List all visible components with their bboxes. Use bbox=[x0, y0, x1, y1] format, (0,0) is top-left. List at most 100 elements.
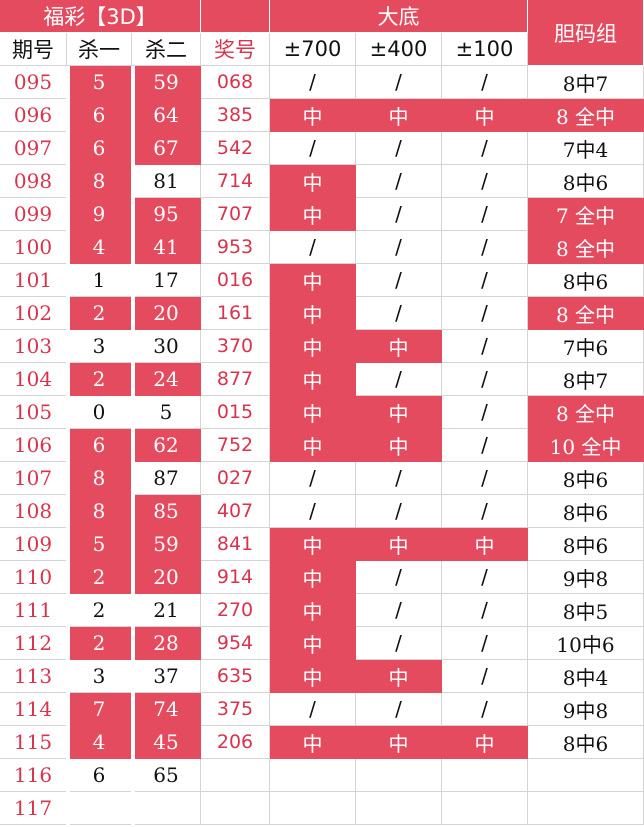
dadi-100-cell: / bbox=[442, 132, 528, 165]
dadi-100-cell: / bbox=[442, 264, 528, 297]
danma-cell: 8中6 bbox=[528, 165, 644, 198]
kill-one-cell: 1 bbox=[67, 264, 132, 297]
kill-two-cell: 65 bbox=[132, 759, 201, 792]
danma-cell: 8中6 bbox=[528, 528, 644, 561]
draw-number-cell: 914 bbox=[201, 561, 270, 594]
kill-two-cell bbox=[132, 792, 201, 825]
kill-one-cell: 8 bbox=[67, 165, 132, 198]
column-header: 奖号 bbox=[201, 33, 270, 66]
draw-number-cell: 206 bbox=[201, 726, 270, 759]
kill-one-cell: 2 bbox=[67, 561, 132, 594]
danma-cell: 7中6 bbox=[528, 330, 644, 363]
draw-number-cell bbox=[201, 792, 270, 825]
dadi-100-cell: / bbox=[442, 594, 528, 627]
draw-number-cell: 752 bbox=[201, 429, 270, 462]
period-cell: 098 bbox=[0, 165, 67, 198]
dadi-100-cell bbox=[442, 759, 528, 792]
period-cell: 107 bbox=[0, 462, 67, 495]
period-cell: 112 bbox=[0, 627, 67, 660]
kill-two-cell: 20 bbox=[132, 561, 201, 594]
column-header: 杀一 bbox=[67, 33, 132, 66]
danma-cell bbox=[528, 759, 644, 792]
dadi-400-cell: 中 bbox=[356, 660, 442, 693]
dadi-700-cell: / bbox=[270, 495, 356, 528]
draw-number-cell: 370 bbox=[201, 330, 270, 363]
danma-cell: 8 全中 bbox=[528, 99, 644, 132]
draw-number-cell bbox=[201, 759, 270, 792]
dadi-700-cell: 中 bbox=[270, 726, 356, 759]
danma-cell: 8中5 bbox=[528, 594, 644, 627]
danma-cell: 8中6 bbox=[528, 264, 644, 297]
dadi-100-cell bbox=[442, 792, 528, 825]
danma-cell: 8 全中 bbox=[528, 396, 644, 429]
dadi-400-cell: / bbox=[356, 627, 442, 660]
period-cell: 108 bbox=[0, 495, 67, 528]
period-cell: 103 bbox=[0, 330, 67, 363]
period-cell: 113 bbox=[0, 660, 67, 693]
kill-two-cell: 5 bbox=[132, 396, 201, 429]
kill-two-cell: 28 bbox=[132, 627, 201, 660]
column-header: ±700 bbox=[270, 33, 356, 66]
dadi-700-cell: 中 bbox=[270, 594, 356, 627]
kill-one-cell: 3 bbox=[67, 660, 132, 693]
draw-number-cell: 270 bbox=[201, 594, 270, 627]
dadi-400-cell: / bbox=[356, 495, 442, 528]
dadi-100-cell: / bbox=[442, 561, 528, 594]
dadi-100-cell: 中 bbox=[442, 528, 528, 561]
draw-number-cell: 953 bbox=[201, 231, 270, 264]
dadi-400-cell: / bbox=[356, 231, 442, 264]
kill-two-cell: 95 bbox=[132, 198, 201, 231]
header-blank bbox=[201, 0, 270, 33]
kill-two-cell: 45 bbox=[132, 726, 201, 759]
dadi-100-cell: / bbox=[442, 198, 528, 231]
dadi-100-cell: / bbox=[442, 297, 528, 330]
dadi-100-cell: / bbox=[442, 660, 528, 693]
dadi-400-cell: / bbox=[356, 693, 442, 726]
dadi-400-cell: 中 bbox=[356, 429, 442, 462]
kill-two-cell: 62 bbox=[132, 429, 201, 462]
dadi-100-cell: / bbox=[442, 396, 528, 429]
dadi-700-cell: / bbox=[270, 462, 356, 495]
danma-cell: 8中7 bbox=[528, 66, 644, 99]
danma-cell: 8 全中 bbox=[528, 297, 644, 330]
dadi-700-cell: 中 bbox=[270, 528, 356, 561]
draw-number-cell: 015 bbox=[201, 396, 270, 429]
kill-one-cell: 6 bbox=[67, 759, 132, 792]
dadi-100-cell: / bbox=[442, 693, 528, 726]
danma-cell: 9中8 bbox=[528, 693, 644, 726]
period-cell: 109 bbox=[0, 528, 67, 561]
dadi-400-cell: / bbox=[356, 264, 442, 297]
dadi-400-cell: 中 bbox=[356, 528, 442, 561]
kill-one-cell: 2 bbox=[67, 627, 132, 660]
kill-one-cell: 6 bbox=[67, 132, 132, 165]
dadi-400-cell bbox=[356, 792, 442, 825]
dadi-400-cell: / bbox=[356, 363, 442, 396]
period-cell: 114 bbox=[0, 693, 67, 726]
kill-one-cell: 8 bbox=[67, 462, 132, 495]
kill-one-cell: 2 bbox=[67, 363, 132, 396]
draw-number-cell: 385 bbox=[201, 99, 270, 132]
kill-two-cell: 85 bbox=[132, 495, 201, 528]
dadi-400-cell: 中 bbox=[356, 726, 442, 759]
kill-one-cell: 5 bbox=[67, 528, 132, 561]
dadi-700-cell: / bbox=[270, 231, 356, 264]
dadi-100-cell: / bbox=[442, 231, 528, 264]
period-cell: 096 bbox=[0, 99, 67, 132]
dadi-400-cell: / bbox=[356, 297, 442, 330]
kill-two-cell: 21 bbox=[132, 594, 201, 627]
kill-two-cell: 37 bbox=[132, 660, 201, 693]
kill-two-cell: 41 bbox=[132, 231, 201, 264]
dadi-100-cell: / bbox=[442, 627, 528, 660]
draw-number-cell: 068 bbox=[201, 66, 270, 99]
column-gap bbox=[131, 66, 135, 825]
draw-number-cell: 841 bbox=[201, 528, 270, 561]
danma-cell: 10中6 bbox=[528, 627, 644, 660]
dadi-700-cell: 中 bbox=[270, 99, 356, 132]
period-cell: 099 bbox=[0, 198, 67, 231]
dadi-700-cell: 中 bbox=[270, 396, 356, 429]
dadi-400-cell: / bbox=[356, 66, 442, 99]
dadi-400-cell: / bbox=[356, 132, 442, 165]
dadi-100-cell: / bbox=[442, 66, 528, 99]
danma-cell: 8中4 bbox=[528, 660, 644, 693]
